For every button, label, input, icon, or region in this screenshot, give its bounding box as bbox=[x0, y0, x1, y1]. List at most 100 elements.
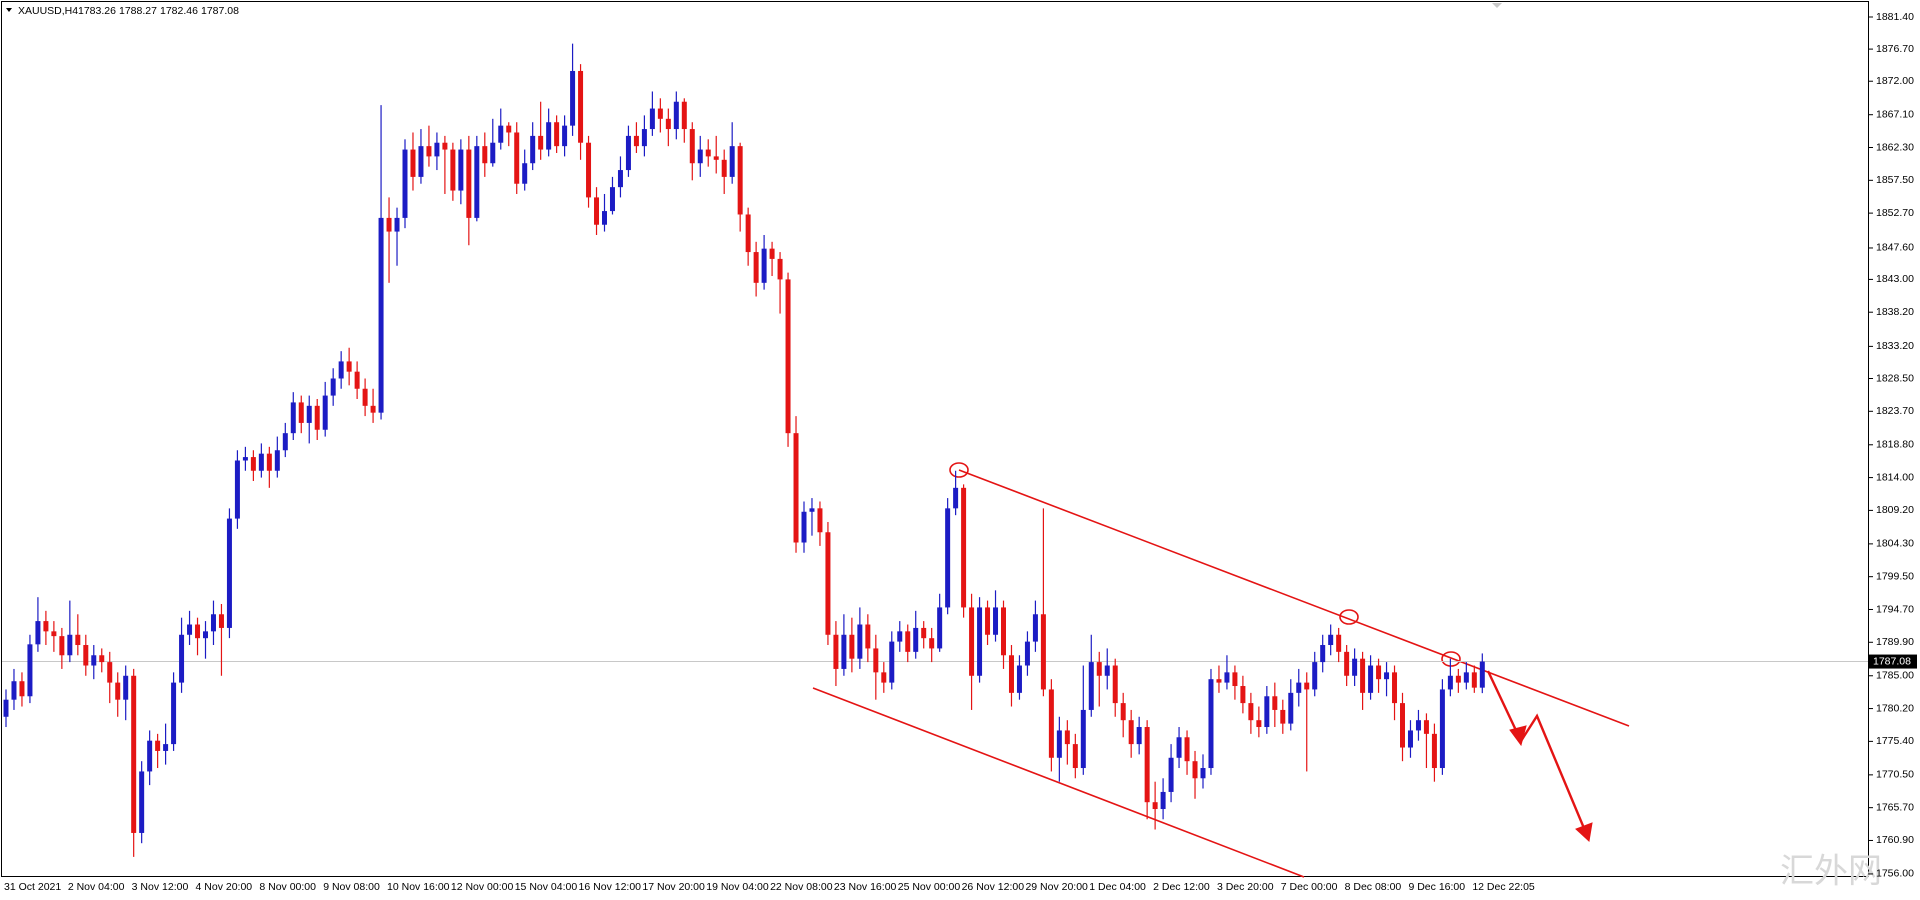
highlight-circle bbox=[1339, 609, 1359, 625]
candle-body bbox=[51, 631, 57, 637]
candle-body bbox=[370, 405, 376, 413]
candle-body bbox=[1256, 720, 1262, 728]
candle-body bbox=[322, 395, 328, 430]
candle-body bbox=[218, 614, 224, 628]
y-tick-label: 1756.00 bbox=[1876, 868, 1914, 880]
x-tick-label: 29 Nov 20:00 bbox=[1025, 881, 1088, 893]
y-tick-label: 1847.60 bbox=[1876, 242, 1914, 254]
candle-body bbox=[1128, 720, 1134, 745]
candle-body bbox=[1280, 709, 1286, 724]
candle-body bbox=[91, 655, 97, 666]
candle-body bbox=[402, 149, 408, 218]
header-low: 1782.46 bbox=[160, 5, 198, 17]
x-tick-label: 19 Nov 04:00 bbox=[706, 881, 769, 893]
candle-body bbox=[841, 634, 847, 669]
candle-body bbox=[689, 129, 695, 164]
candle-body bbox=[953, 487, 959, 509]
candle-body bbox=[665, 118, 671, 130]
candle-body bbox=[163, 744, 169, 751]
candle-body bbox=[210, 614, 216, 632]
candle-body bbox=[1001, 607, 1006, 656]
candle-body bbox=[378, 217, 384, 413]
x-tick-label: 9 Nov 08:00 bbox=[323, 881, 380, 893]
arrow-head bbox=[1575, 822, 1593, 842]
candle-body bbox=[1463, 672, 1469, 683]
candle-body bbox=[961, 487, 967, 608]
candle-body bbox=[1024, 641, 1030, 666]
x-tick-label: 17 Nov 20:00 bbox=[642, 881, 705, 893]
candle-body bbox=[969, 607, 975, 676]
candle-body bbox=[617, 170, 623, 188]
candle-body bbox=[705, 149, 711, 157]
x-tick-label: 8 Nov 00:00 bbox=[259, 881, 316, 893]
candle-body bbox=[1368, 665, 1374, 693]
candle-body bbox=[1264, 696, 1270, 728]
candle-body bbox=[602, 211, 607, 225]
candle-body bbox=[897, 631, 903, 642]
x-tick-label: 2 Dec 12:00 bbox=[1153, 881, 1210, 893]
candle-body bbox=[977, 607, 983, 676]
x-tick-label: 15 Nov 04:00 bbox=[515, 881, 578, 893]
candle-body bbox=[570, 70, 576, 126]
candle-body bbox=[1479, 661, 1485, 688]
candle-body bbox=[1200, 768, 1206, 779]
candle-body bbox=[1392, 672, 1398, 704]
candle-body bbox=[554, 122, 560, 147]
candle-body bbox=[801, 511, 807, 543]
candle-body bbox=[1048, 689, 1054, 758]
candle-body bbox=[1248, 703, 1254, 721]
candle-body bbox=[753, 252, 759, 283]
candle-body bbox=[1447, 675, 1453, 690]
y-tick-label: 1789.90 bbox=[1876, 636, 1914, 648]
candle-body bbox=[1136, 727, 1142, 745]
candle-body bbox=[546, 122, 552, 150]
candle-body bbox=[298, 402, 304, 423]
y-tick-label: 1765.70 bbox=[1876, 801, 1914, 813]
y-tick-label: 1814.00 bbox=[1876, 471, 1914, 483]
annotations bbox=[812, 462, 1630, 878]
candle-body bbox=[905, 631, 911, 652]
menu-icon bbox=[6, 8, 12, 12]
candle-body bbox=[793, 433, 799, 543]
candle-body bbox=[282, 433, 288, 451]
x-tick-label: 3 Nov 12:00 bbox=[132, 881, 189, 893]
y-tick-label: 1881.40 bbox=[1876, 11, 1914, 23]
candle-body bbox=[242, 457, 248, 461]
candle-body bbox=[1184, 737, 1190, 762]
candle-body bbox=[1168, 757, 1174, 792]
candle-body bbox=[1400, 703, 1405, 748]
candle-body bbox=[67, 634, 73, 656]
y-tick-label: 1799.50 bbox=[1876, 570, 1914, 582]
candle-body bbox=[1032, 614, 1038, 642]
candle-body bbox=[1112, 665, 1118, 704]
candle-body bbox=[1423, 720, 1429, 734]
candle-body bbox=[1040, 614, 1046, 690]
candle-body bbox=[657, 108, 663, 119]
x-tick-label: 7 Dec 00:00 bbox=[1281, 881, 1338, 893]
candle-body bbox=[833, 634, 839, 669]
candle-body bbox=[27, 644, 33, 697]
candle-body bbox=[1016, 665, 1022, 693]
candle-body bbox=[889, 641, 895, 683]
y-tick-label: 1809.20 bbox=[1876, 504, 1914, 516]
candle-body bbox=[1144, 727, 1150, 803]
candle-body bbox=[1192, 761, 1198, 779]
candle-body bbox=[1344, 651, 1350, 676]
candle-body bbox=[410, 149, 416, 177]
candle-body bbox=[442, 142, 448, 150]
candle-body bbox=[362, 388, 368, 406]
candle-body bbox=[849, 634, 855, 659]
candle-body bbox=[59, 636, 65, 656]
candle-body bbox=[1208, 679, 1214, 769]
candle-body bbox=[1304, 682, 1310, 690]
candle-body bbox=[586, 142, 592, 198]
candle-body bbox=[99, 655, 105, 663]
candle-body bbox=[155, 740, 161, 751]
y-tick-label: 1780.20 bbox=[1876, 702, 1914, 714]
candle-body bbox=[1272, 696, 1278, 710]
candle-body bbox=[1224, 672, 1230, 683]
shift-marker bbox=[1492, 3, 1502, 8]
candle-body bbox=[881, 672, 887, 683]
candle-body bbox=[75, 634, 81, 646]
candle-body bbox=[777, 258, 783, 280]
